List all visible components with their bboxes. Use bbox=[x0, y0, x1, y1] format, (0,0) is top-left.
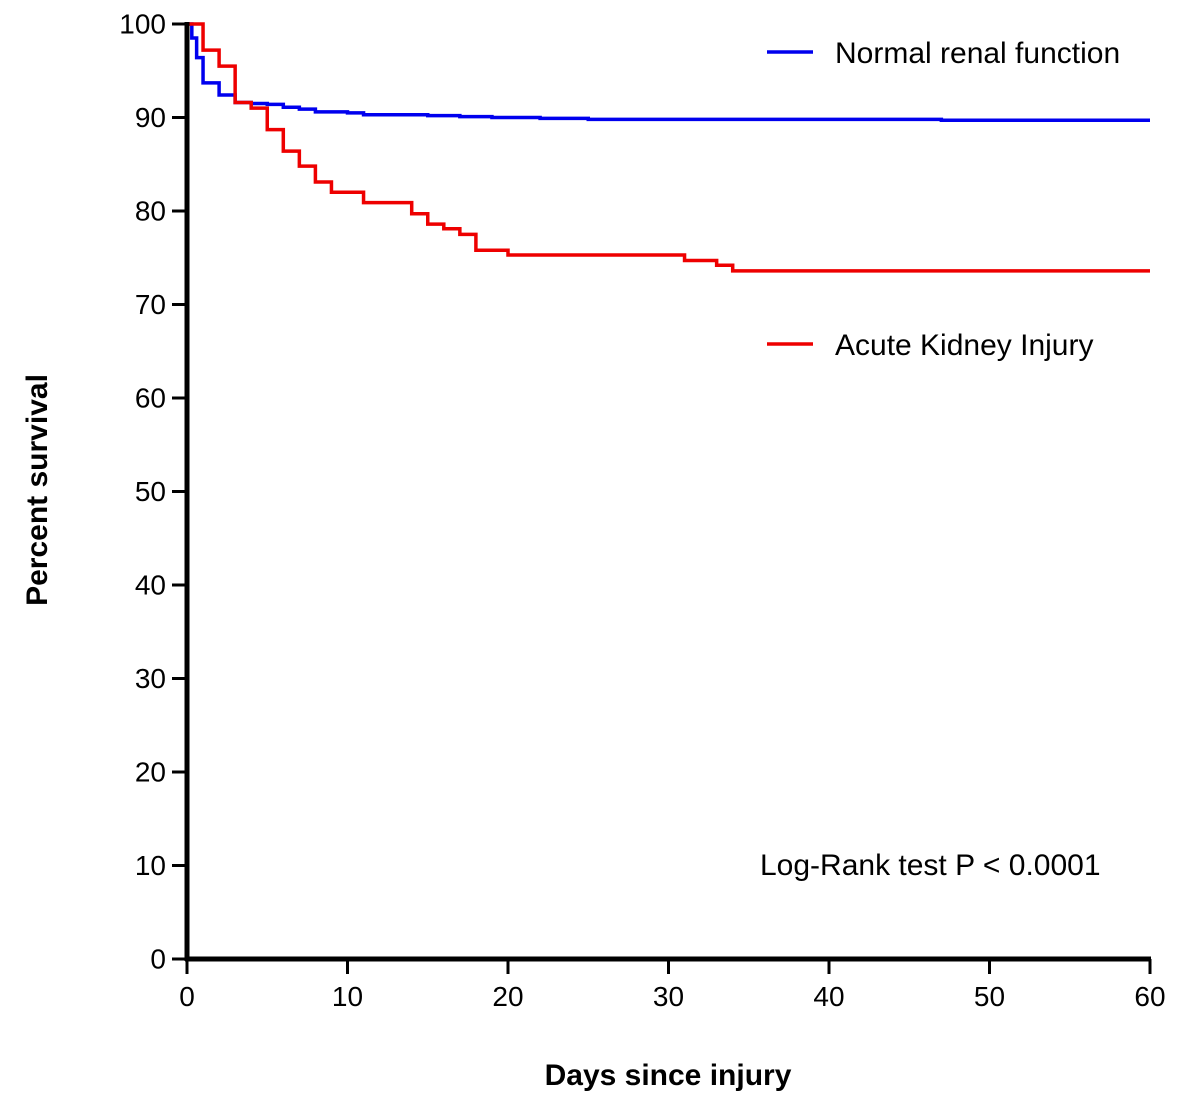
series-line-normal-renal-function bbox=[187, 22, 1150, 123]
log-rank-annotation: Log-Rank test P < 0.0001 bbox=[760, 849, 1101, 882]
y-tick-label: 0 bbox=[150, 944, 166, 975]
series-layer bbox=[187, 22, 1150, 273]
y-tick-label: 90 bbox=[135, 102, 166, 133]
y-axis-ticks: 0 10 20 30 40 50 60 70 80 90 100 bbox=[119, 9, 187, 975]
y-axis-title: Percent survival bbox=[21, 374, 54, 606]
x-tick-label: 50 bbox=[974, 981, 1005, 1012]
legend-item-normal: Normal renal function bbox=[767, 37, 1120, 70]
legend-label-aki: Acute Kidney Injury bbox=[835, 329, 1093, 362]
x-tick-label: 30 bbox=[653, 981, 684, 1012]
x-axis-ticks: 0 10 20 30 40 50 60 bbox=[179, 959, 1166, 1012]
y-tick-label: 10 bbox=[135, 850, 166, 881]
x-tick-label: 20 bbox=[492, 981, 523, 1012]
y-tick-label: 40 bbox=[135, 570, 166, 601]
legend-item-aki: Acute Kidney Injury bbox=[767, 329, 1093, 362]
x-tick-label: 60 bbox=[1134, 981, 1165, 1012]
legend-label-normal: Normal renal function bbox=[835, 37, 1120, 70]
x-tick-label: 40 bbox=[813, 981, 844, 1012]
y-tick-label: 80 bbox=[135, 196, 166, 227]
y-tick-label: 60 bbox=[135, 383, 166, 414]
y-tick-label: 100 bbox=[119, 9, 166, 40]
x-tick-label: 0 bbox=[179, 981, 195, 1012]
y-tick-label: 70 bbox=[135, 289, 166, 320]
series-line-acute-kidney-injury bbox=[187, 22, 1150, 273]
y-tick-label: 20 bbox=[135, 757, 166, 788]
x-tick-label: 10 bbox=[332, 981, 363, 1012]
y-tick-label: 30 bbox=[135, 663, 166, 694]
y-tick-label: 50 bbox=[135, 476, 166, 507]
x-axis-title: Days since injury bbox=[545, 1059, 792, 1092]
